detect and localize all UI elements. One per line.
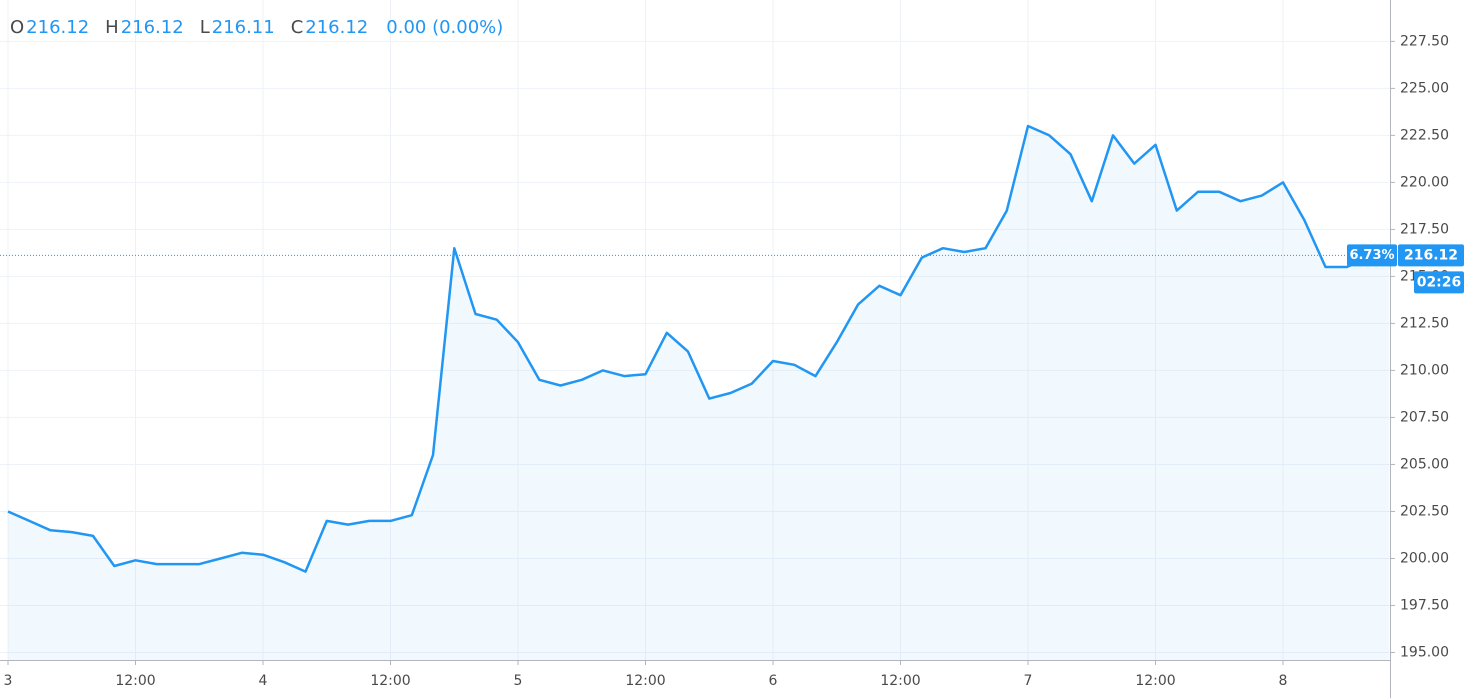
x-tick-label: 8 [1279,673,1288,689]
ohlc-value: 216.12 [26,17,89,38]
header: O 216.12 H 216.12 L 216.11 C 216.12 0.00 (0.00%) [10,17,503,38]
x-tick-label: 5 [514,673,523,689]
y-tick-label: 212.50 [1400,315,1449,331]
x-tick-label: 3 [4,673,13,689]
price-tag-label: 216.12 [1404,247,1458,263]
x-tick-label: 12:00 [115,673,155,689]
axes: 195.00 197.50 200.00 202.50 205.00 207.50 210.… [4,33,1464,689]
y-tick-label: 200.00 [1400,550,1449,566]
price-line [7,124,1390,573]
x-tick-label: 12:00 [625,673,665,689]
ohlc-key: C [291,17,304,38]
ohlc-value: 216.11 [212,17,275,38]
y-tick-label: 225.00 [1400,80,1449,96]
y-tick-label: 202.50 [1400,503,1449,519]
ohlc-key: H [105,17,119,38]
y-tick-label: 210.00 [1400,362,1449,378]
x-tick-label: 12:00 [1135,673,1175,689]
x-tick-label: 4 [259,673,268,689]
ohlc-key: O [10,17,24,38]
y-tick-label: 217.50 [1400,221,1449,237]
change: 0.00 (0.00%) [386,17,503,38]
percent-tag [1347,244,1397,267]
y-tick-label: 227.50 [1400,33,1449,49]
y-tick-label: 197.50 [1400,597,1449,613]
x-tick-label: 12:00 [880,673,920,689]
grid [0,0,1390,660]
y-tick-label: 207.50 [1400,409,1449,425]
percent-label: 6.73% [1349,248,1394,263]
countdown-tag [1414,271,1464,294]
area-fill [8,126,1390,660]
y-tick-label: 222.50 [1400,127,1449,143]
x-tick-label: 7 [1024,673,1033,689]
ohlc-value: 216.12 [121,17,184,38]
y-tick-label: 205.00 [1400,456,1449,472]
x-tick-label: 12:00 [370,673,410,689]
plot [0,124,1390,660]
countdown-label: 02:26 [1417,274,1462,290]
y-tick-label: 220.00 [1400,174,1449,190]
ohlc-value: 216.12 [305,17,368,38]
ohlc-key: L [200,17,210,38]
y-tick-label: 195.00 [1400,644,1449,660]
x-tick-label: 6 [769,673,778,689]
price-tag [1398,244,1464,267]
